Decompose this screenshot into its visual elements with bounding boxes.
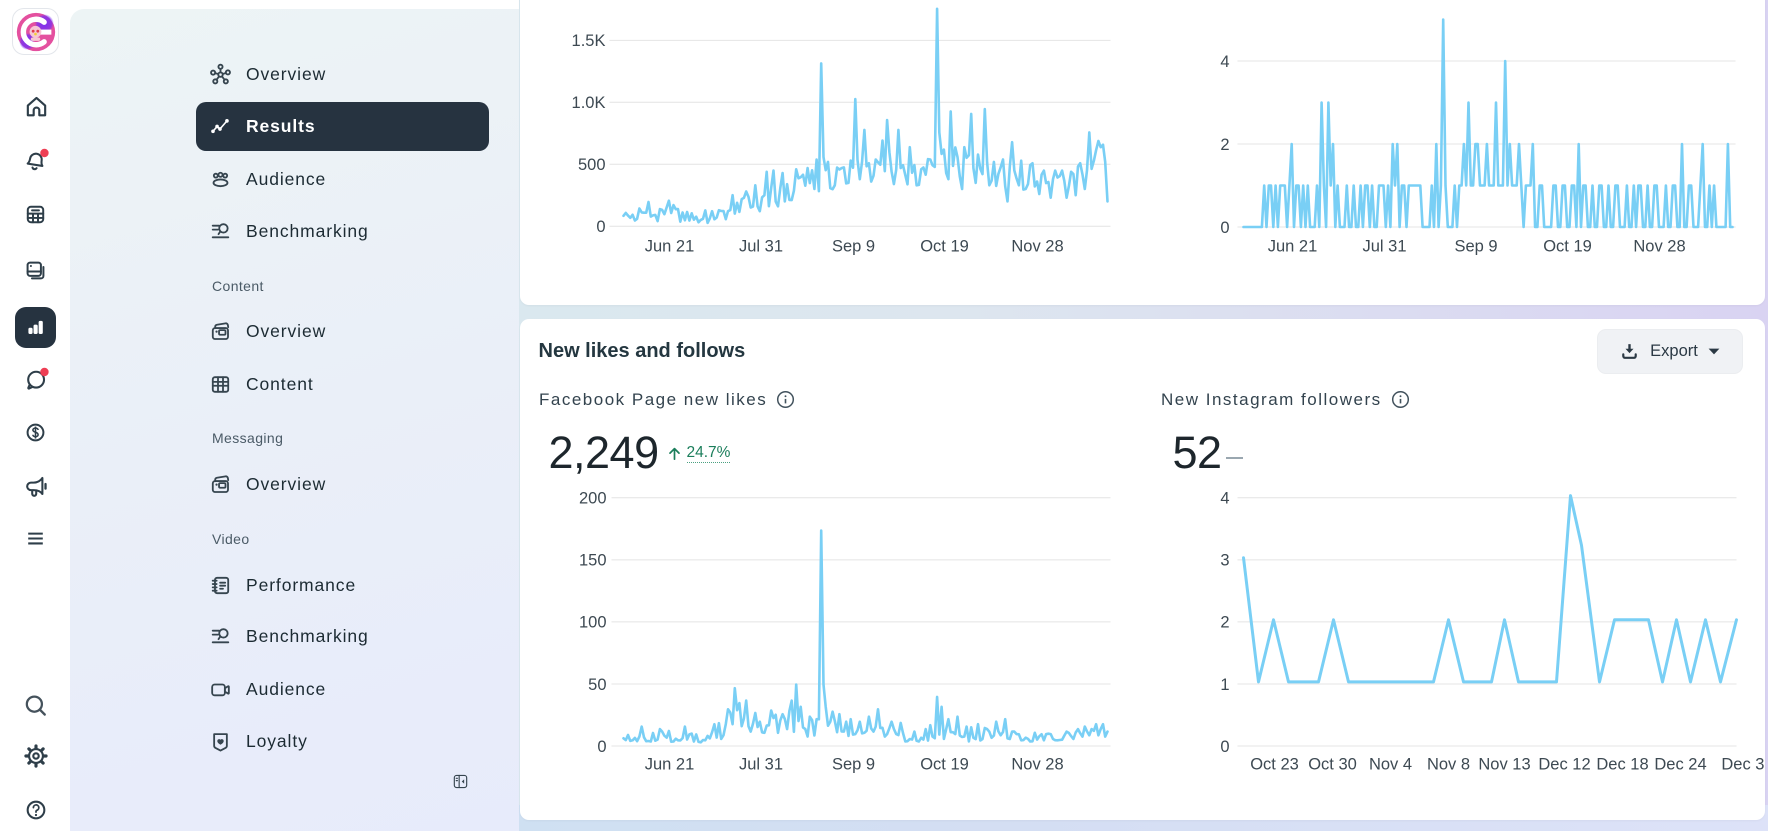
- svg-text:Dec 12: Dec 12: [1538, 755, 1590, 773]
- svg-text:Sep 9: Sep 9: [831, 755, 874, 773]
- svg-text:2: 2: [1220, 613, 1229, 631]
- svg-text:Jun 21: Jun 21: [1267, 238, 1317, 256]
- svg-text:0: 0: [1220, 219, 1229, 237]
- svg-text:Jul 31: Jul 31: [738, 238, 782, 256]
- svg-text:Sep 9: Sep 9: [831, 238, 874, 256]
- svg-text:Oct 19: Oct 19: [1543, 238, 1592, 256]
- svg-text:Nov 28: Nov 28: [1633, 238, 1685, 256]
- svg-text:0: 0: [596, 218, 605, 236]
- svg-text:0: 0: [597, 737, 606, 755]
- svg-text:Nov 13: Nov 13: [1478, 755, 1530, 773]
- svg-text:Oct 23: Oct 23: [1250, 755, 1299, 773]
- svg-text:100: 100: [578, 613, 606, 631]
- svg-text:1: 1: [1220, 675, 1229, 693]
- svg-text:Dec 24: Dec 24: [1654, 755, 1706, 773]
- svg-text:500: 500: [577, 156, 605, 174]
- svg-text:Nov 4: Nov 4: [1368, 755, 1411, 773]
- svg-text:Dec 18: Dec 18: [1596, 755, 1648, 773]
- svg-text:Nov 28: Nov 28: [1011, 755, 1063, 773]
- svg-text:Nov 8: Nov 8: [1426, 755, 1469, 773]
- svg-text:1.5K: 1.5K: [571, 32, 605, 50]
- svg-text:Jul 31: Jul 31: [1362, 238, 1406, 256]
- svg-text:Oct 19: Oct 19: [920, 755, 969, 773]
- svg-text:Oct 19: Oct 19: [920, 238, 969, 256]
- svg-text:3: 3: [1220, 551, 1229, 569]
- svg-text:Jul 31: Jul 31: [738, 755, 782, 773]
- svg-text:Nov 28: Nov 28: [1011, 238, 1063, 256]
- svg-text:4: 4: [1220, 53, 1229, 71]
- svg-text:0: 0: [1220, 737, 1229, 755]
- svg-text:1.0K: 1.0K: [571, 94, 605, 112]
- svg-text:Dec 31: Dec 31: [1721, 755, 1765, 773]
- svg-text:150: 150: [578, 551, 606, 569]
- svg-text:4: 4: [1220, 489, 1229, 507]
- svg-text:Jun 21: Jun 21: [644, 238, 694, 256]
- svg-text:Jun 21: Jun 21: [644, 755, 694, 773]
- svg-text:2: 2: [1220, 136, 1229, 154]
- svg-text:Oct 30: Oct 30: [1308, 755, 1357, 773]
- svg-text:200: 200: [578, 489, 606, 507]
- svg-text:Sep 9: Sep 9: [1454, 238, 1497, 256]
- svg-text:50: 50: [588, 675, 606, 693]
